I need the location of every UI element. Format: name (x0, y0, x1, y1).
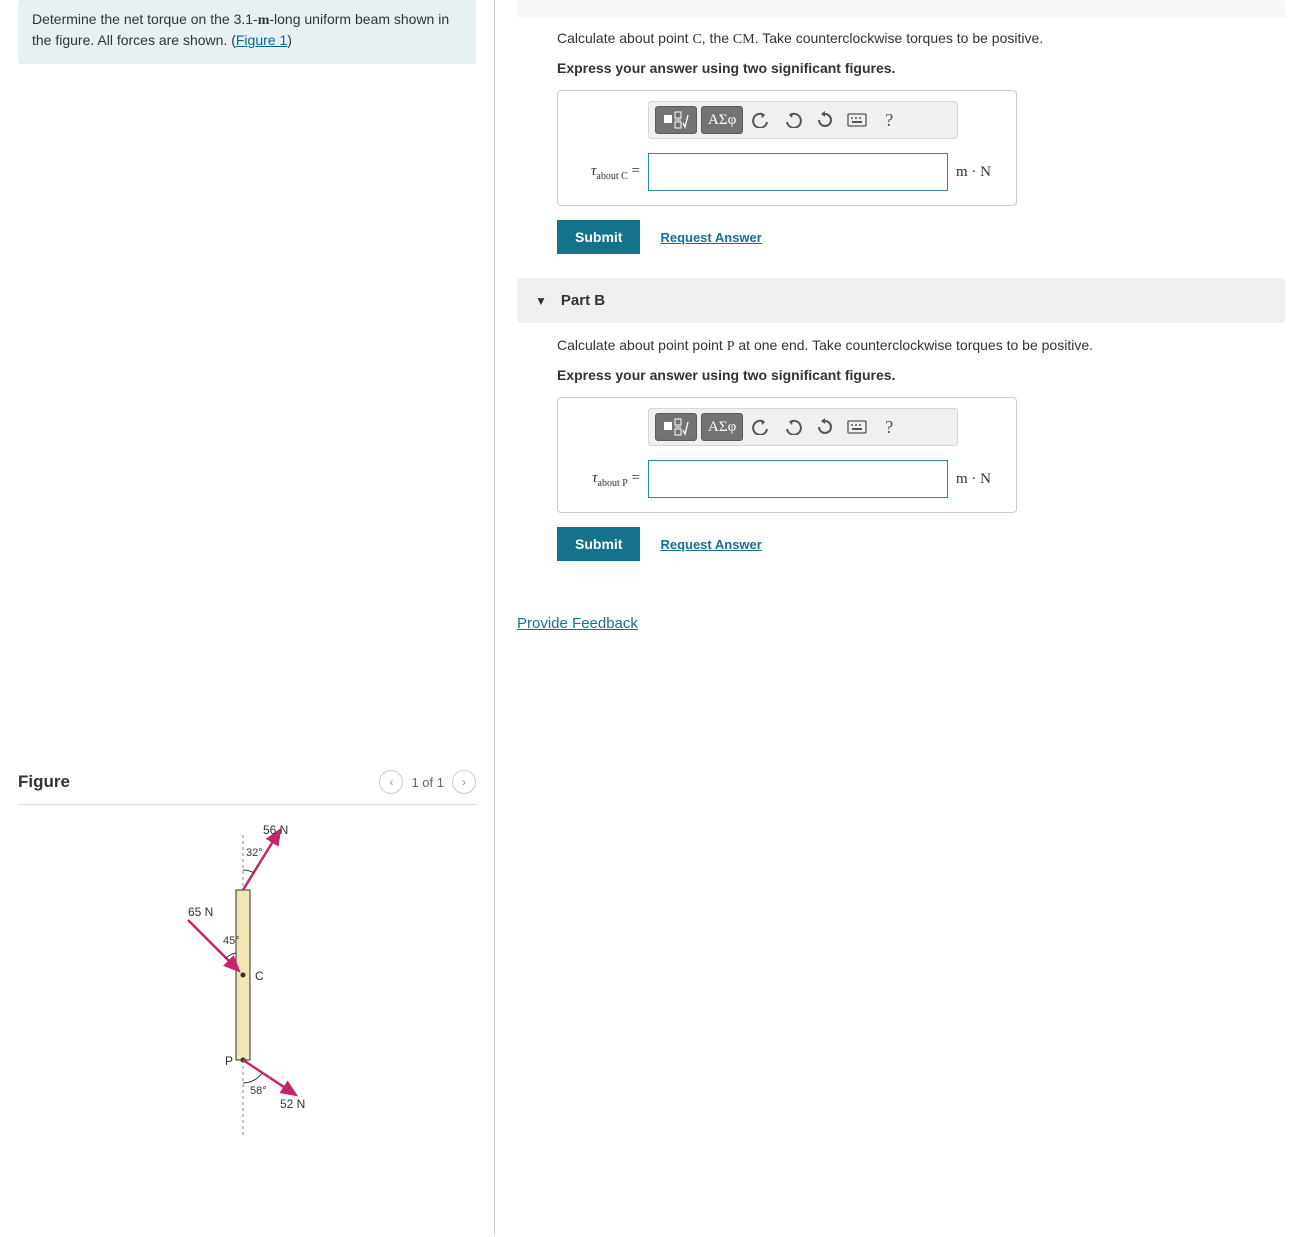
undo-icon (752, 419, 770, 435)
greek-symbols-button[interactable]: ΑΣφ (701, 413, 743, 441)
part-a-instruction: Calculate about point C, the CM. Take co… (557, 28, 1285, 50)
reset-icon (816, 418, 834, 436)
keyboard-icon (847, 420, 867, 434)
figure-page-label: 1 of 1 (411, 775, 444, 790)
part-b-express: Express your answer using two significan… (557, 367, 1285, 383)
force-mid-label: 65 N (188, 905, 213, 919)
figure-next-button[interactable]: › (452, 770, 476, 794)
collapse-icon: ▼ (535, 294, 547, 308)
part-a-header-spacer (517, 0, 1285, 18)
part-a-unit: m · N (956, 164, 1004, 181)
point-c-label: C (255, 969, 264, 983)
force-top-label: 56 N (263, 823, 288, 837)
help-button[interactable]: ? (875, 413, 903, 441)
problem-bold-unit: m (258, 13, 270, 28)
force-bottom-label: 52 N (280, 1097, 305, 1111)
angle-bottom-label: 58° (250, 1085, 267, 1097)
part-b-unit: m · N (956, 471, 1004, 488)
part-b-answer-panel: ΑΣφ ? τabout P = m · N (557, 397, 1017, 513)
redo-icon (784, 112, 802, 128)
figure-section: Figure ‹ 1 of 1 › (18, 764, 476, 1235)
fraction-sqrt-icon (663, 418, 689, 436)
part-b-header[interactable]: ▼ Part B (517, 278, 1285, 323)
part-a-text-after: . Take counterclockwise torques to be po… (755, 30, 1043, 46)
part-b-submit-button[interactable]: Submit (557, 527, 640, 561)
keyboard-button[interactable] (843, 106, 871, 134)
figure-prev-button[interactable]: ‹ (379, 770, 403, 794)
part-a-answer-label: τabout C = (570, 163, 640, 182)
beam-diagram (18, 805, 458, 1235)
redo-icon (784, 419, 802, 435)
keyboard-icon (847, 113, 867, 127)
angle-mid-label: 45° (223, 935, 240, 947)
figure-canvas: 56 N 32° 65 N 45° C P 58° 52 N (18, 805, 458, 1235)
figure-nav: ‹ 1 of 1 › (379, 770, 476, 794)
part-a-request-answer-link[interactable]: Request Answer (660, 230, 761, 245)
help-button[interactable]: ? (875, 106, 903, 134)
part-a-point-c: C (692, 32, 701, 47)
reset-button[interactable] (811, 413, 839, 441)
figure-link[interactable]: Figure 1 (236, 32, 287, 48)
reset-icon (816, 111, 834, 129)
problem-text-close: ) (287, 32, 292, 48)
reset-button[interactable] (811, 106, 839, 134)
point-p-label: P (225, 1054, 233, 1068)
template-button[interactable] (655, 413, 697, 441)
undo-button[interactable] (747, 413, 775, 441)
part-a-express: Express your answer using two significan… (557, 60, 1285, 76)
provide-feedback-link[interactable]: Provide Feedback (517, 615, 638, 632)
problem-statement: Determine the net torque on the 3.1-m-lo… (18, 0, 476, 64)
undo-button[interactable] (747, 106, 775, 134)
part-b-title: Part B (561, 292, 605, 309)
part-b-answer-input[interactable] (648, 460, 948, 498)
angle-top-label: 32° (246, 847, 263, 859)
part-b-toolbar: ΑΣφ ? (648, 408, 958, 446)
undo-icon (752, 112, 770, 128)
part-b-text: Calculate about point point (557, 337, 727, 353)
template-button[interactable] (655, 106, 697, 134)
part-a-cm: CM (733, 32, 755, 47)
redo-button[interactable] (779, 413, 807, 441)
part-a-text: Calculate about point (557, 30, 692, 46)
tau-sub: about C (596, 171, 627, 182)
figure-title: Figure (18, 772, 70, 792)
fraction-sqrt-icon (663, 111, 689, 129)
part-b-text-after: at one end. Take counterclockwise torque… (734, 337, 1093, 353)
figure-viewport[interactable]: 56 N 32° 65 N 45° C P 58° 52 N (18, 805, 476, 1235)
part-b-answer-label: τabout P = (570, 470, 640, 489)
keyboard-button[interactable] (843, 413, 871, 441)
part-a-toolbar: ΑΣφ ? (648, 101, 958, 139)
tau-sub: about P (598, 478, 628, 489)
part-a-answer-panel: ΑΣφ ? τabout C = m · N (557, 90, 1017, 206)
part-a-text-mid: , the (702, 30, 733, 46)
part-a-submit-button[interactable]: Submit (557, 220, 640, 254)
part-a-answer-input[interactable] (648, 153, 948, 191)
greek-symbols-button[interactable]: ΑΣφ (701, 106, 743, 134)
part-b-request-answer-link[interactable]: Request Answer (660, 537, 761, 552)
part-b-instruction: Calculate about point point P at one end… (557, 335, 1285, 357)
redo-button[interactable] (779, 106, 807, 134)
problem-text: Determine the net torque on the 3.1- (32, 11, 258, 27)
